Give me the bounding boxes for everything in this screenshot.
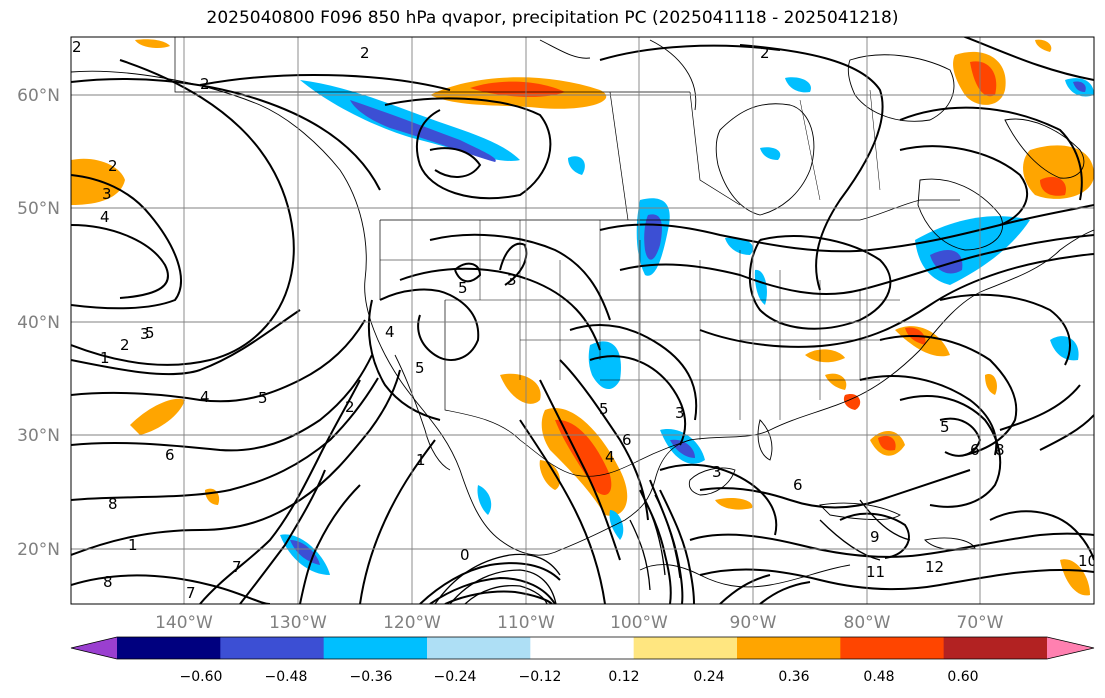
colorbar-tick-label: 0.12 [608,669,639,685]
colorbar-segment [737,637,841,659]
svg-text:1: 1 [128,536,138,554]
lat-label: 50°N [17,199,60,219]
longitude-labels: 140°W 130°W 120°W 110°W 100°W 90°W 80°W … [155,613,1004,633]
svg-text:4: 4 [100,208,110,226]
latitude-labels: 60°N 50°N 40°N 30°N 20°N [17,86,60,560]
colorbar-ticks: −0.60 −0.48 −0.36 −0.24 −0.12 0.12 0.24 … [180,669,979,685]
lon-label: 130°W [269,613,327,633]
lon-label: 80°W [844,613,891,633]
colorbar-tick-label: −0.48 [265,669,308,685]
lon-label: 120°W [383,613,441,633]
svg-text:2: 2 [72,38,82,56]
colorbar-tick-label: 0.60 [947,669,978,685]
svg-text:1: 1 [416,451,426,469]
colorbar-segment [220,637,325,659]
colorbar-outline [70,636,1095,660]
lat-label: 30°N [17,426,60,446]
svg-text:2: 2 [345,398,355,416]
colorbar-tick-label: −0.24 [434,669,477,685]
colorbar-segment [840,637,945,659]
svg-text:2: 2 [120,336,130,354]
map-area [71,37,1094,604]
svg-text:5: 5 [258,389,268,407]
country-borders [174,37,960,477]
qvapor-contours-dense [434,494,911,604]
lat-label: 20°N [17,540,60,560]
contour-labels: 2 2 2 2 2 3 4 5 3 2 1 4 5 6 8 7 8 7 1 5 … [72,38,1097,602]
svg-text:0: 0 [460,546,470,564]
svg-text:4: 4 [200,388,210,406]
colorbar-segment [1047,637,1094,659]
svg-text:4: 4 [605,448,615,466]
svg-text:5: 5 [599,400,609,418]
colorbar-tick-label: 0.48 [863,669,894,685]
lat-label: 60°N [17,86,60,106]
colorbar-segment [943,637,1048,659]
svg-text:3: 3 [675,404,685,422]
lat-label: 40°N [17,313,60,333]
colorbar [70,636,1095,660]
lon-label: 100°W [610,613,668,633]
colorbar-segment [323,637,428,659]
svg-text:6: 6 [970,441,980,459]
svg-text:3: 3 [102,185,112,203]
colorbar-tick-label: 0.36 [778,669,809,685]
svg-text:1: 1 [100,349,110,367]
svg-text:3: 3 [507,271,517,289]
svg-text:6: 6 [165,446,175,464]
svg-text:2: 2 [360,44,370,62]
svg-text:8: 8 [103,573,113,591]
svg-text:6: 6 [793,476,803,494]
qvapor-contours [71,37,1094,604]
lon-label: 90°W [730,613,777,633]
svg-text:12: 12 [925,558,944,576]
svg-text:2: 2 [108,157,118,175]
colorbar-segment [427,637,531,659]
svg-text:11: 11 [866,563,885,581]
svg-text:3: 3 [140,325,150,343]
map-frame [70,36,1095,605]
colorbar-segment [530,637,635,659]
graticule [71,37,1094,604]
colorbar-segment [71,637,117,659]
lon-label: 70°W [957,613,1004,633]
colorbar-segment [117,637,221,659]
svg-text:8: 8 [995,441,1005,459]
colorbar-tick-label: 0.24 [693,669,724,685]
svg-text:5: 5 [145,324,155,342]
map-title: 2025040800 F096 850 hPa qvapor, precipit… [206,8,899,28]
svg-text:9: 9 [870,528,880,546]
svg-text:7: 7 [232,558,242,576]
colorbar-tick-label: −0.12 [519,669,562,685]
svg-text:6: 6 [622,431,632,449]
colorbar-segment [633,637,738,659]
svg-text:4: 4 [385,323,395,341]
svg-text:2: 2 [200,75,210,93]
colorbar-tick-label: −0.60 [180,669,223,685]
svg-text:7: 7 [186,584,196,602]
svg-text:3: 3 [712,463,722,481]
svg-text:5: 5 [940,418,950,436]
state-borders [380,89,900,440]
lon-label: 140°W [155,613,213,633]
svg-text:2: 2 [760,44,770,62]
svg-text:8: 8 [108,495,118,513]
svg-text:5: 5 [458,279,468,297]
svg-text:5: 5 [415,359,425,377]
lon-label: 110°W [497,613,555,633]
colorbar-tick-label: −0.36 [350,669,393,685]
svg-text:10: 10 [1078,552,1097,570]
